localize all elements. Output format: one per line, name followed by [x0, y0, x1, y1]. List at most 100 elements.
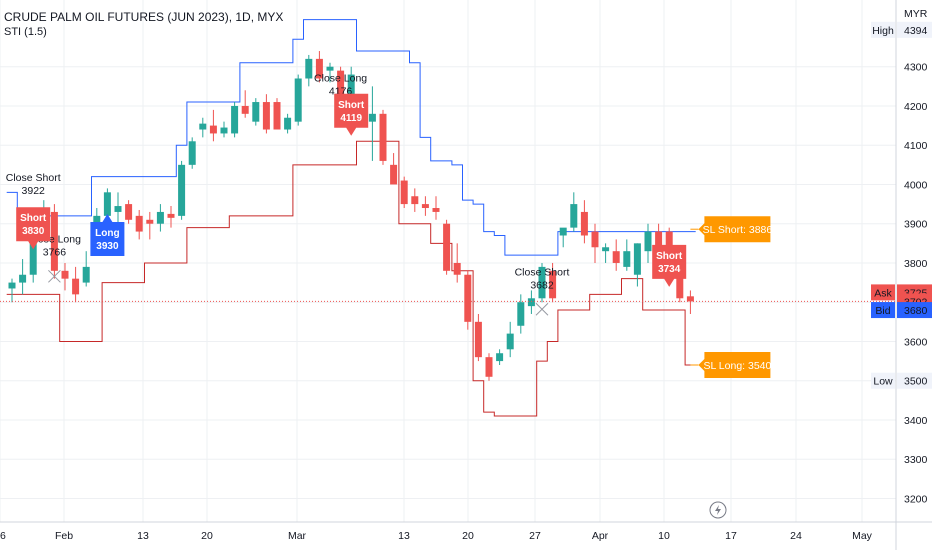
candle-body [29, 227, 37, 275]
grid-lines [0, 0, 896, 522]
candle-body [209, 125, 217, 134]
x-tick-label: Feb [55, 530, 73, 542]
candle-body [379, 113, 387, 161]
short-price: 4119 [340, 113, 362, 124]
short-badge [334, 93, 369, 136]
x-tick-label: 6 [0, 530, 6, 542]
upper-band-line [6, 19, 696, 256]
x-tick-label: Mar [288, 530, 307, 542]
candle-body [390, 164, 398, 185]
chart-title: CRUDE PALM OIL FUTURES (JUN 2023), 1D, M… [4, 10, 284, 24]
candle-body [220, 127, 228, 134]
candle-body [199, 123, 207, 130]
candle-body [347, 74, 355, 110]
candle-body [474, 321, 482, 358]
x-tick-label: 24 [790, 530, 802, 542]
candle-body [644, 231, 652, 252]
x-tick-label: 17 [725, 530, 737, 542]
candle-body [432, 208, 440, 212]
short-badge [16, 207, 51, 250]
price-tag-value: 4394 [904, 25, 928, 37]
exit-label: Close Long [314, 72, 367, 84]
short-label: Short [338, 100, 365, 111]
x-tick-label: 20 [462, 530, 474, 542]
stop-loss-box [698, 216, 771, 243]
price-axis: 3200330034003500360037003800390040004100… [871, 8, 932, 505]
exit-marker [535, 302, 549, 316]
y-tick-label: 3600 [904, 336, 928, 348]
price-tag-label-bg [871, 372, 895, 389]
y-tick-label: 4000 [904, 179, 928, 191]
price-tag-value-bg [897, 21, 932, 38]
candle-body [527, 298, 535, 307]
price-tag-label-bg [871, 284, 895, 301]
candle-body [315, 58, 323, 79]
exit-price: 3766 [43, 246, 67, 258]
candle-body [517, 302, 525, 326]
candle-body [125, 204, 133, 220]
candle-body [421, 204, 429, 209]
price-tag-value-bg [897, 302, 932, 319]
time-axis: 6 Feb 13 20 Mar 13 20 27 Apr 10 17 24 May [0, 530, 873, 542]
long-badge [90, 213, 125, 256]
candle-body [506, 333, 514, 350]
candle-body [19, 274, 27, 283]
price-tag-value-bg [897, 372, 932, 389]
price-tag-label: Low [873, 376, 893, 388]
y-tick-label: 3400 [904, 415, 928, 427]
candle-body [146, 219, 154, 224]
candle-body [676, 266, 684, 299]
candle-body [485, 357, 493, 377]
candle-body [72, 278, 80, 295]
candle-body [368, 113, 376, 122]
candle-body [241, 105, 249, 114]
price-tag-label-bg [871, 302, 895, 319]
candle-body [602, 247, 610, 252]
candle-body [273, 102, 281, 130]
indicator-label: STI (1.5) [4, 26, 47, 38]
y-tick-label: 4100 [904, 140, 928, 152]
candle-body [294, 78, 302, 122]
stop-loss-text: SL Short: 3886 [703, 224, 773, 236]
currency-label: MYR [904, 8, 928, 20]
y-tick-label: 3300 [904, 454, 928, 466]
x-tick-label: 27 [529, 530, 541, 542]
candle-body [156, 211, 164, 224]
x-tick-label: Apr [592, 530, 609, 542]
exit-label: Close Short [515, 266, 570, 278]
x-tick-label: May [852, 530, 873, 542]
x-tick-label: 10 [658, 530, 670, 542]
price-tag-value: 3680 [904, 305, 928, 317]
y-tick-label: 3200 [904, 493, 928, 505]
short-badge [652, 244, 687, 287]
candle-body [305, 58, 313, 79]
exit-label: Close Short [6, 172, 61, 184]
candle-body [167, 213, 175, 218]
short-price: 3830 [22, 226, 45, 237]
x-tick-label: 13 [137, 530, 149, 542]
candle-body [686, 296, 694, 302]
candle-body [61, 270, 69, 279]
candle-body [559, 227, 567, 236]
candle-body [549, 270, 557, 299]
candle-body [262, 102, 270, 130]
candle-body [8, 282, 16, 289]
candle-body [252, 102, 260, 122]
lower-band-line [6, 140, 696, 417]
y-tick-label: 3800 [904, 258, 928, 270]
candle-body [50, 211, 58, 271]
stop-loss-annotations: SL Short: 3886 SL Long: 3540 [690, 216, 773, 379]
long-label: Long [95, 228, 119, 239]
exit-price: 3682 [530, 279, 554, 291]
candle-body [443, 223, 451, 271]
price-tag-label: High [872, 25, 894, 37]
y-tick-label: 4200 [904, 101, 928, 113]
stop-loss-box [698, 352, 771, 379]
x-tick-label: 13 [398, 530, 410, 542]
candle-body [612, 251, 620, 263]
y-tick-label: 3900 [904, 219, 928, 231]
candle-body [135, 215, 143, 232]
